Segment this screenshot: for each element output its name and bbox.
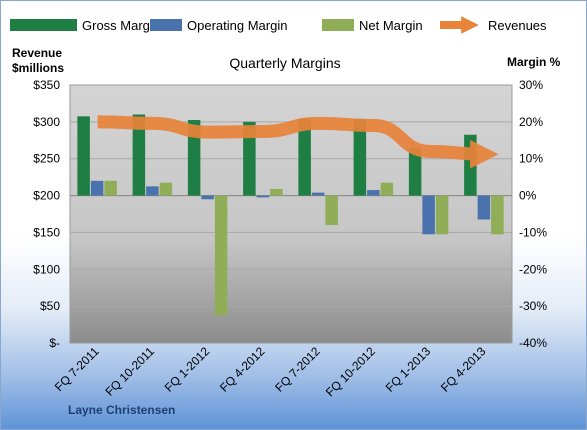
y-right-tick-label: 10% [519, 152, 543, 166]
bar-operating-margin [256, 195, 270, 198]
bar-net-margin [435, 195, 449, 235]
y-right-tick-label: -40% [519, 336, 547, 350]
legend-label: Net Margin [359, 18, 423, 33]
y-right-tick-label: 30% [519, 78, 543, 92]
legend-label: Operating Margin [187, 18, 287, 33]
bar-gross-margin [298, 118, 311, 196]
bar-gross-margin [408, 147, 422, 196]
chart-title: Quarterly Margins [229, 55, 340, 71]
bar-gross-margin [353, 118, 367, 196]
y-right-tick-label: 0% [519, 189, 537, 203]
x-tick-label: FQ 7-2012 [272, 344, 323, 395]
bar-gross-margin [132, 114, 146, 196]
bar-gross-margin [243, 121, 256, 196]
bar-operating-margin [201, 195, 214, 200]
x-tick-label: FQ 10-2012 [323, 344, 378, 399]
y-tick-label: $- [49, 336, 60, 350]
bar-net-margin [214, 195, 228, 316]
bar-net-margin [491, 195, 504, 235]
legend-label: Revenues [488, 18, 547, 33]
y-tick-label: $250 [33, 152, 60, 166]
bar-gross-margin [187, 120, 201, 196]
bar-gross-margin [77, 116, 90, 196]
x-tick-label: FQ 4-2012 [217, 344, 268, 395]
bar-operating-margin [146, 186, 159, 196]
y-tick-label: $50 [40, 299, 60, 313]
legend-label: Gross Margin [82, 18, 160, 33]
legend-swatch-gross-margin [10, 19, 77, 31]
x-tick-label: FQ 1-2013 [383, 344, 434, 395]
x-tick-label: FQ 1-2012 [162, 344, 213, 395]
x-tick-label: FQ 4-2013 [438, 344, 489, 395]
y-tick-label: $350 [33, 78, 60, 92]
y-tick-label: $150 [33, 225, 60, 239]
y-right-tick-label: 20% [519, 115, 543, 129]
author-annotation: Layne Christensen [68, 403, 175, 417]
y-tick-label: $100 [33, 262, 60, 276]
x-tick-label: FQ 7-2011 [52, 344, 102, 394]
revenue-line [97, 115, 499, 169]
x-tick-label: FQ 10-2011 [102, 344, 157, 399]
bar-operating-margin [367, 190, 380, 196]
bar-operating-margin [311, 192, 325, 196]
bar-operating-margin [422, 195, 435, 235]
bar-net-margin [104, 180, 117, 196]
legend-swatch-net-margin [322, 19, 354, 31]
legend-swatch-operating-margin [150, 19, 182, 31]
bar-net-margin [270, 188, 283, 196]
bar-net-margin [159, 182, 173, 196]
y-tick-label: $200 [33, 189, 60, 203]
y-tick-label: $300 [33, 115, 60, 129]
y-axis-title-line-1: Revenue [12, 46, 62, 60]
y-axis-title-line-2: $millions [12, 61, 64, 75]
y-axis-title: Revenue $millions [12, 46, 65, 75]
bar-net-margin [380, 182, 394, 196]
y-axis-right-title: Margin % [507, 55, 561, 69]
bar-net-margin [325, 195, 338, 226]
bar-operating-margin [90, 180, 104, 196]
y-right-tick-label: -20% [519, 262, 547, 276]
y-right-tick-label: -10% [519, 225, 547, 239]
bar-gross-margin [464, 134, 477, 196]
bar-operating-margin [477, 195, 491, 220]
y-right-tick-label: -30% [519, 299, 547, 313]
